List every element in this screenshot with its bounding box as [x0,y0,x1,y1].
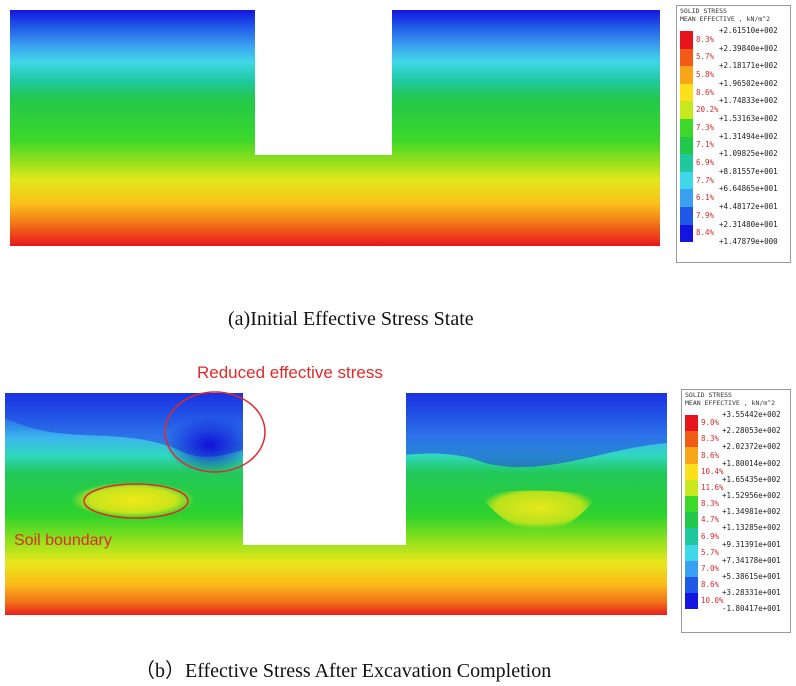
legend-percent: 8.3% [701,499,720,509]
contour-svg-b [5,393,667,615]
legend-value: +3.28331e+001 [722,588,781,598]
reduced-stress-spot [165,417,255,473]
legend-percent: 8.6% [701,450,720,460]
reduced-stress-ellipse [164,391,266,473]
legend-value: +2.31480e+001 [719,219,778,229]
legend-a: SOLID STRESS MEAN EFFECTIVE , kN/m^2 +2.6… [676,5,791,263]
caption-a: (a)Initial Effective Stress State [228,308,474,330]
legend-title-b: SOLID STRESS MEAN EFFECTIVE , kN/m^2 [685,391,776,407]
legend-swatch [680,119,693,137]
legend-swatch [680,101,693,119]
legend-percent: 7.3% [696,122,715,132]
legend-swatch [685,512,698,529]
legend-value: +1.47879e+000 [719,237,778,247]
legend-swatch [685,593,698,610]
soil-boundary-label: Soil boundary [14,532,112,549]
reduced-stress-label: Reduced effective stress [197,363,383,382]
legend-swatch [680,136,693,155]
legend-percent: 20.2% [696,105,719,115]
legend-percent: 6.9% [701,531,720,541]
legend-value: +1.65435e+002 [722,474,781,484]
legend-swatch [685,496,698,513]
caption-b: （b）Effective Stress After Excavation Com… [135,660,552,682]
legend-swatch [680,189,693,207]
legend-value: +1.31494e+002 [719,131,778,141]
legend-value: +2.28053e+002 [722,426,781,436]
legend-value: +7.34178e+001 [722,555,781,565]
soil-lens-left [71,482,195,518]
legend-value: +2.02372e+002 [722,442,781,452]
legend-swatch [685,528,698,545]
legend-percent: 5.7% [696,52,715,62]
legend-percent: 7.9% [696,210,715,220]
legend-percent: 7.1% [696,140,715,150]
legend-value: +2.39840e+002 [719,43,778,53]
legend-percent: 5.7% [701,547,720,557]
legend-swatch [680,48,693,67]
legend-percent: 7.0% [701,563,720,573]
legend-percent: 8.4% [696,228,715,238]
legend-value: +1.80014e+002 [722,458,781,468]
legend-swatch [685,431,698,448]
legend-swatch [680,207,693,225]
legend-value: +2.61510e+002 [719,26,778,35]
legend-percent: 11.6% [701,482,724,492]
legend-value: +4.48172e+001 [719,202,778,211]
legend-swatch [680,224,693,243]
legend-percent: 8.6% [696,87,715,97]
legend-swatch [685,479,698,496]
legend-value: +1.52956e+002 [722,491,781,500]
legend-swatch [685,447,698,464]
legend-percent: 9.0% [701,418,720,428]
legend-percent: 6.1% [696,193,715,203]
legend-color-bar-b [685,415,698,610]
legend-percent: 5.8% [696,70,715,79]
legend-value: +1.09825e+002 [719,149,778,159]
excavation-pit-a [255,10,392,155]
excavation-pit-b [243,393,406,545]
legend-percent: 10.4% [701,466,724,476]
legend-value: -1.80417e+001 [722,604,781,614]
legend-percent: 4.7% [701,515,720,525]
legend-value: +9.31391e+001 [722,539,781,549]
legend-swatch [685,577,698,594]
legend-b: SOLID STRESS MEAN EFFECTIVE , kN/m^2 +3.5… [681,389,791,633]
legend-percent: 6.9% [696,158,715,167]
legend-swatch [680,83,693,102]
legend-percent: 10.0% [701,596,724,606]
legend-swatch [680,31,693,49]
legend-swatch [685,560,698,577]
legend-swatch [685,415,698,432]
legend-value: +8.81557e+001 [719,166,778,176]
legend-percent: 8.3% [701,434,720,444]
legend-value: +1.13285e+002 [722,523,781,533]
legend-swatch [685,463,698,480]
legend-swatch [680,171,693,190]
legend-title-a: SOLID STRESS MEAN EFFECTIVE , kN/m^2 [680,7,771,23]
legend-percent: 8.6% [701,580,720,590]
legend-swatch [680,154,693,172]
legend-value: +5.38615e+001 [722,572,781,581]
legend-value: +2.18171e+002 [719,61,778,71]
soil-lens-right [480,490,597,533]
legend-value: +6.64865e+001 [719,184,778,194]
legend-value: +1.96502e+002 [719,78,778,88]
legend-value: +1.74833e+002 [719,96,778,106]
soil-boundary-ellipse [83,483,189,519]
legend-value: +3.55442e+002 [722,410,781,419]
legend-percent: 8.3% [696,34,715,44]
contour-plot-b [5,393,667,615]
contour-svg-a [10,10,660,246]
legend-color-bar-a [680,31,693,243]
legend-swatch [680,66,693,84]
legend-percent: 7.7% [696,175,715,185]
contour-plot-a [10,10,660,246]
legend-swatch [685,544,698,561]
legend-value: +1.34981e+002 [722,507,781,517]
legend-value: +1.53163e+002 [719,114,778,123]
